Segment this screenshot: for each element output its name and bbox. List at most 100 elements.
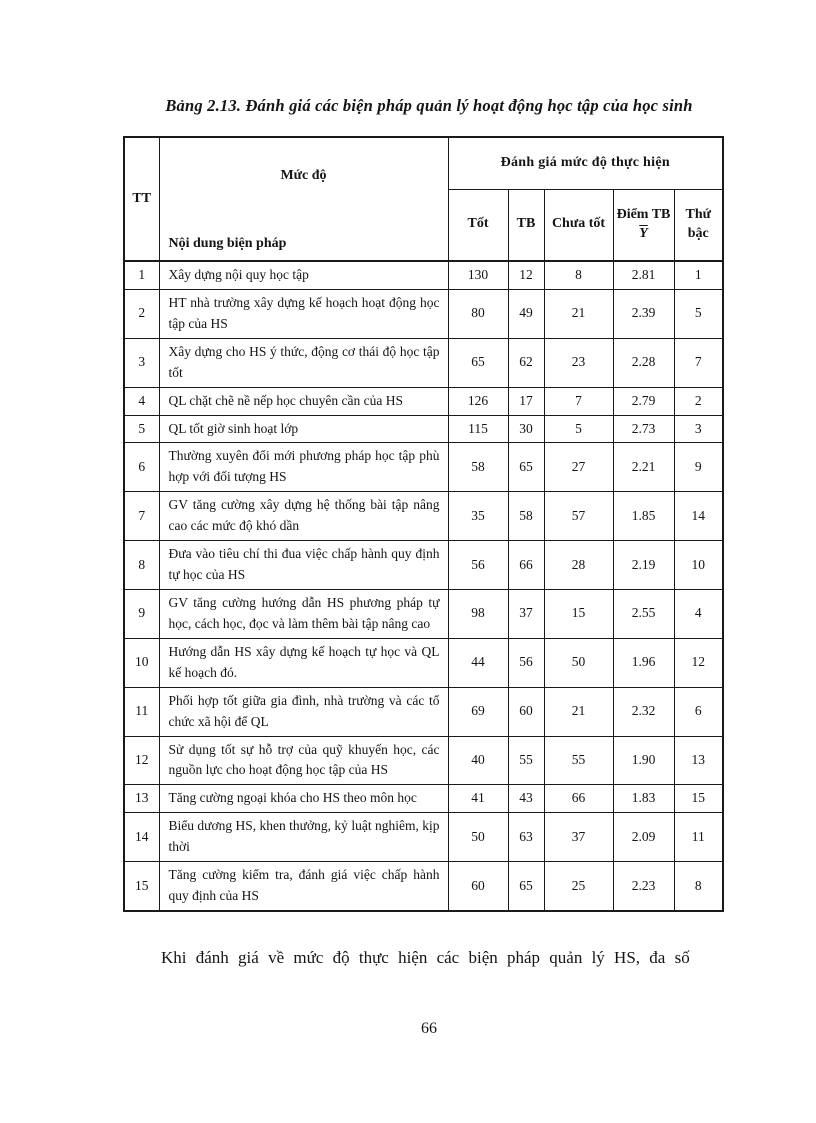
measure-text: Đưa vào tiêu chí thi đua việc chấp hành …	[158, 540, 449, 590]
measure-text: Xây dựng nội quy học tập	[158, 260, 449, 290]
tot-value: 80	[447, 288, 509, 339]
diem-tb-value: 2.81	[612, 260, 675, 290]
tot-value: 130	[447, 260, 509, 290]
diem-tb-value: 1.96	[612, 637, 675, 688]
measure-text: HT nhà trường xây dựng kế hoạch hoạt độn…	[158, 288, 449, 339]
row-number: 12	[123, 735, 160, 786]
row-number: 13	[123, 784, 160, 814]
header-diem-tb: Điểm TB Y	[612, 188, 675, 262]
chua-tot-value: 27	[543, 442, 614, 493]
thu-bac-value: 1	[673, 260, 724, 290]
header-tt: TT	[123, 136, 160, 262]
y-bar-symbol: Y	[639, 225, 648, 241]
thu-bac-value: 14	[673, 491, 724, 542]
table-row: 8 Đưa vào tiêu chí thi đua việc chấp hàn…	[123, 540, 724, 590]
chua-tot-value: 7	[543, 386, 614, 416]
tb-value: 55	[507, 735, 545, 786]
thu-bac-value: 3	[673, 414, 724, 444]
measure-text: Xây dựng cho HS ý thức, động cơ thái độ …	[158, 337, 449, 388]
chua-tot-value: 66	[543, 784, 614, 814]
tb-value: 58	[507, 491, 545, 542]
row-number: 6	[123, 442, 160, 493]
tb-value: 56	[507, 637, 545, 688]
tb-value: 62	[507, 337, 545, 388]
diem-tb-value: 2.79	[612, 386, 675, 416]
table-row: 14 Biểu dương HS, khen thưởng, kỷ luật n…	[123, 812, 724, 863]
thu-bac-value: 4	[673, 588, 724, 639]
tot-value: 40	[447, 735, 509, 786]
diem-tb-value: 2.73	[612, 414, 675, 444]
chua-tot-value: 37	[543, 812, 614, 863]
row-number: 7	[123, 491, 160, 542]
row-number: 1	[123, 260, 160, 290]
diem-tb-value: 2.55	[612, 588, 675, 639]
thu-bac-value: 9	[673, 442, 724, 493]
tb-value: 12	[507, 260, 545, 290]
tot-value: 35	[447, 491, 509, 542]
table-row: 12 Sử dụng tốt sự hỗ trợ của quỹ khuyến …	[123, 735, 724, 786]
thu-bac-value: 5	[673, 288, 724, 339]
measure-text: GV tăng cường hướng dẫn HS phương pháp t…	[158, 588, 449, 639]
diem-tb-value: 2.19	[612, 540, 675, 590]
header-muc-do: Mức độ	[280, 168, 327, 183]
thu-bac-value: 13	[673, 735, 724, 786]
table-row: 5 QL tốt giờ sinh hoạt lớp 115 30 5 2.73…	[123, 414, 724, 444]
chua-tot-value: 28	[543, 540, 614, 590]
table-row: 15 Tăng cường kiểm tra, đánh giá việc ch…	[123, 861, 724, 912]
body-paragraph: Khi đánh giá về mức độ thực hiện các biệ…	[161, 948, 690, 967]
table-row: 7 GV tăng cường xây dựng hệ thống bài tậ…	[123, 491, 724, 542]
diem-tb-value: 2.28	[612, 337, 675, 388]
header-tb: TB	[507, 188, 545, 262]
row-number: 15	[123, 861, 160, 912]
chua-tot-value: 15	[543, 588, 614, 639]
tb-value: 63	[507, 812, 545, 863]
header-chua-tot: Chưa tốt	[543, 188, 614, 262]
diem-tb-value: 2.09	[612, 812, 675, 863]
diem-tb-value: 2.23	[612, 861, 675, 912]
page-number: 66	[421, 1020, 437, 1037]
measure-text: Biểu dương HS, khen thưởng, kỷ luật nghi…	[158, 812, 449, 863]
measure-text: Tăng cường kiểm tra, đánh giá việc chấp …	[158, 861, 449, 912]
row-number: 14	[123, 812, 160, 863]
evaluation-table: TT Mức độ Nội dung biện pháp Đánh giá mứ…	[123, 136, 725, 912]
table-row: 2 HT nhà trường xây dựng kế hoạch hoạt đ…	[123, 288, 724, 339]
measure-text: GV tăng cường xây dựng hệ thống bài tập …	[158, 491, 449, 542]
tot-value: 115	[447, 414, 509, 444]
measure-text: Thường xuyên đổi mới phương pháp học tập…	[158, 442, 449, 493]
chua-tot-value: 25	[543, 861, 614, 912]
diem-tb-value: 2.39	[612, 288, 675, 339]
header-content: Mức độ Nội dung biện pháp	[158, 136, 449, 262]
thu-bac-value: 15	[673, 784, 724, 814]
measure-text: Phối hợp tốt giữa gia đình, nhà trường v…	[158, 686, 449, 737]
chua-tot-value: 5	[543, 414, 614, 444]
diem-tb-value: 2.21	[612, 442, 675, 493]
tb-value: 65	[507, 442, 545, 493]
chua-tot-value: 57	[543, 491, 614, 542]
measure-text: QL tốt giờ sinh hoạt lớp	[158, 414, 449, 444]
header-noi-dung: Nội dung biện pháp	[168, 236, 287, 251]
tot-value: 50	[447, 812, 509, 863]
tb-value: 65	[507, 861, 545, 912]
row-number: 3	[123, 337, 160, 388]
table-row: 9 GV tăng cường hướng dẫn HS phương pháp…	[123, 588, 724, 639]
thu-bac-value: 7	[673, 337, 724, 388]
table-row: 4 QL chặt chẽ nề nếp học chuyên cần của …	[123, 386, 724, 416]
diem-tb-value: 2.32	[612, 686, 675, 737]
table-row: 1 Xây dựng nội quy học tập 130 12 8 2.81…	[123, 260, 724, 290]
row-number: 4	[123, 386, 160, 416]
chua-tot-value: 50	[543, 637, 614, 688]
thu-bac-value: 12	[673, 637, 724, 688]
thu-bac-value: 6	[673, 686, 724, 737]
chua-tot-value: 21	[543, 686, 614, 737]
tot-value: 65	[447, 337, 509, 388]
measure-text: QL chặt chẽ nề nếp học chuyên cần của HS	[158, 386, 449, 416]
row-number: 10	[123, 637, 160, 688]
tot-value: 41	[447, 784, 509, 814]
chua-tot-value: 21	[543, 288, 614, 339]
measure-text: Hướng dẫn HS xây dựng kế hoạch tự học và…	[158, 637, 449, 688]
tb-value: 30	[507, 414, 545, 444]
table-caption: Bảng 2.13. Đánh giá các biện pháp quản l…	[165, 96, 693, 115]
tb-value: 60	[507, 686, 545, 737]
thu-bac-value: 8	[673, 861, 724, 912]
